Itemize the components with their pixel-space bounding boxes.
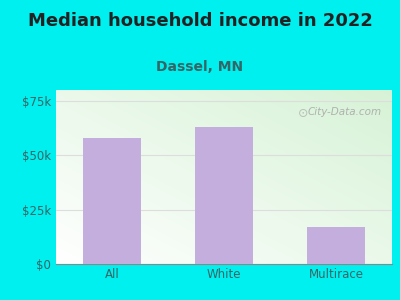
Text: Median household income in 2022: Median household income in 2022 <box>28 12 372 30</box>
Bar <box>83 138 141 264</box>
Text: Dassel, MN: Dassel, MN <box>156 60 244 74</box>
Bar <box>195 127 253 264</box>
Bar <box>307 227 365 264</box>
Text: ⊙: ⊙ <box>298 107 308 120</box>
Text: City-Data.com: City-Data.com <box>308 107 382 117</box>
